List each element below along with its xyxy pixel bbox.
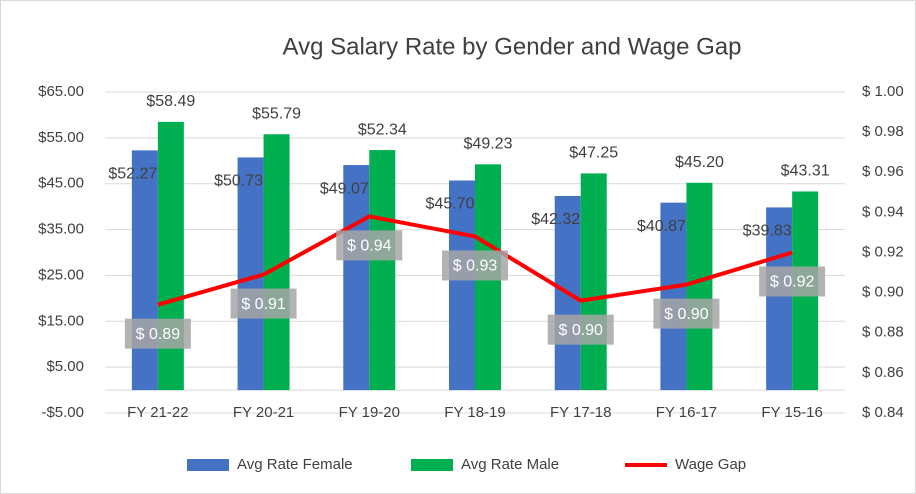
line xyxy=(157,214,793,307)
data-label: $40.87 xyxy=(637,218,686,235)
data-label: $ 0.90 xyxy=(558,322,603,339)
data-label: $45.70 xyxy=(426,196,475,213)
y2-tick-label: $ 0.98 xyxy=(862,123,904,140)
data-label: $39.83 xyxy=(743,223,792,240)
y2-tick-label: $ 0.92 xyxy=(862,243,904,260)
bar xyxy=(369,150,396,391)
bar xyxy=(660,202,687,391)
legend-swatch xyxy=(187,459,229,471)
data-label: $55.79 xyxy=(252,105,301,122)
data-label: $ 0.94 xyxy=(347,238,392,255)
label-box xyxy=(336,230,403,261)
x-tick-label: FY 17-18 xyxy=(550,404,611,421)
data-label: $52.34 xyxy=(358,121,407,138)
label-box xyxy=(230,288,297,319)
y2-tick-label: $ 0.94 xyxy=(862,203,904,220)
bar xyxy=(766,207,793,391)
data-label: $ 0.90 xyxy=(664,306,709,323)
bar xyxy=(131,150,158,391)
data-label: $52.27 xyxy=(108,166,157,183)
chart-title: Avg Salary Rate by Gender and Wage Gap xyxy=(283,33,742,60)
bar xyxy=(449,180,475,391)
bar xyxy=(343,165,370,391)
x-tick-label: FY 18-19 xyxy=(444,404,505,421)
data-label: $ 0.93 xyxy=(453,258,498,275)
data-label: $47.25 xyxy=(569,145,618,162)
bar xyxy=(686,182,713,391)
y2-tick-label: $ 0.84 xyxy=(862,404,904,421)
y-tick-label: -$5.00 xyxy=(41,404,84,421)
data-label: $ 0.89 xyxy=(136,326,181,343)
legend-label: Avg Rate Female xyxy=(237,456,353,473)
y-tick-label: $5.00 xyxy=(46,358,84,375)
x-tick-label: FY 19-20 xyxy=(339,404,400,421)
data-label: $58.49 xyxy=(146,93,195,110)
bar xyxy=(157,121,184,391)
y-tick-label: $15.00 xyxy=(38,312,84,329)
y-tick-label: $35.00 xyxy=(38,221,84,238)
data-label: $50.73 xyxy=(214,173,263,190)
y2-tick-label: $ 0.88 xyxy=(862,324,904,341)
y2-tick-label: $ 1.00 xyxy=(862,83,904,100)
bar xyxy=(580,173,607,391)
data-label: $42.32 xyxy=(531,211,580,228)
data-label: $43.31 xyxy=(781,163,830,180)
x-tick-label: FY 21-22 xyxy=(127,404,188,421)
data-label: $ 0.92 xyxy=(770,274,815,291)
label-box xyxy=(124,318,191,349)
y2-tick-label: $ 0.90 xyxy=(862,284,904,301)
label-box xyxy=(547,314,614,345)
x-tick-label: FY 15-16 xyxy=(761,404,822,421)
y-tick-label: $55.00 xyxy=(38,129,84,146)
data-label: $49.23 xyxy=(464,136,513,153)
legend-swatch xyxy=(411,459,453,471)
y2-tick-label: $ 0.96 xyxy=(862,163,904,180)
label-box xyxy=(653,298,720,329)
y-tick-label: $25.00 xyxy=(38,266,84,283)
y-tick-label: $45.00 xyxy=(38,175,84,192)
x-tick-label: FY 16-17 xyxy=(656,404,717,421)
legend-label: Wage Gap xyxy=(675,456,746,473)
data-label: $45.20 xyxy=(675,154,724,171)
data-label: $49.07 xyxy=(320,180,369,197)
label-box xyxy=(759,266,826,297)
legend-label: Avg Rate Male xyxy=(461,456,559,473)
label-box xyxy=(442,250,508,281)
x-tick-label: FY 20-21 xyxy=(233,404,294,421)
y-tick-label: $65.00 xyxy=(38,83,84,100)
data-label: $ 0.91 xyxy=(241,296,286,313)
y2-tick-label: $ 0.86 xyxy=(862,364,904,381)
